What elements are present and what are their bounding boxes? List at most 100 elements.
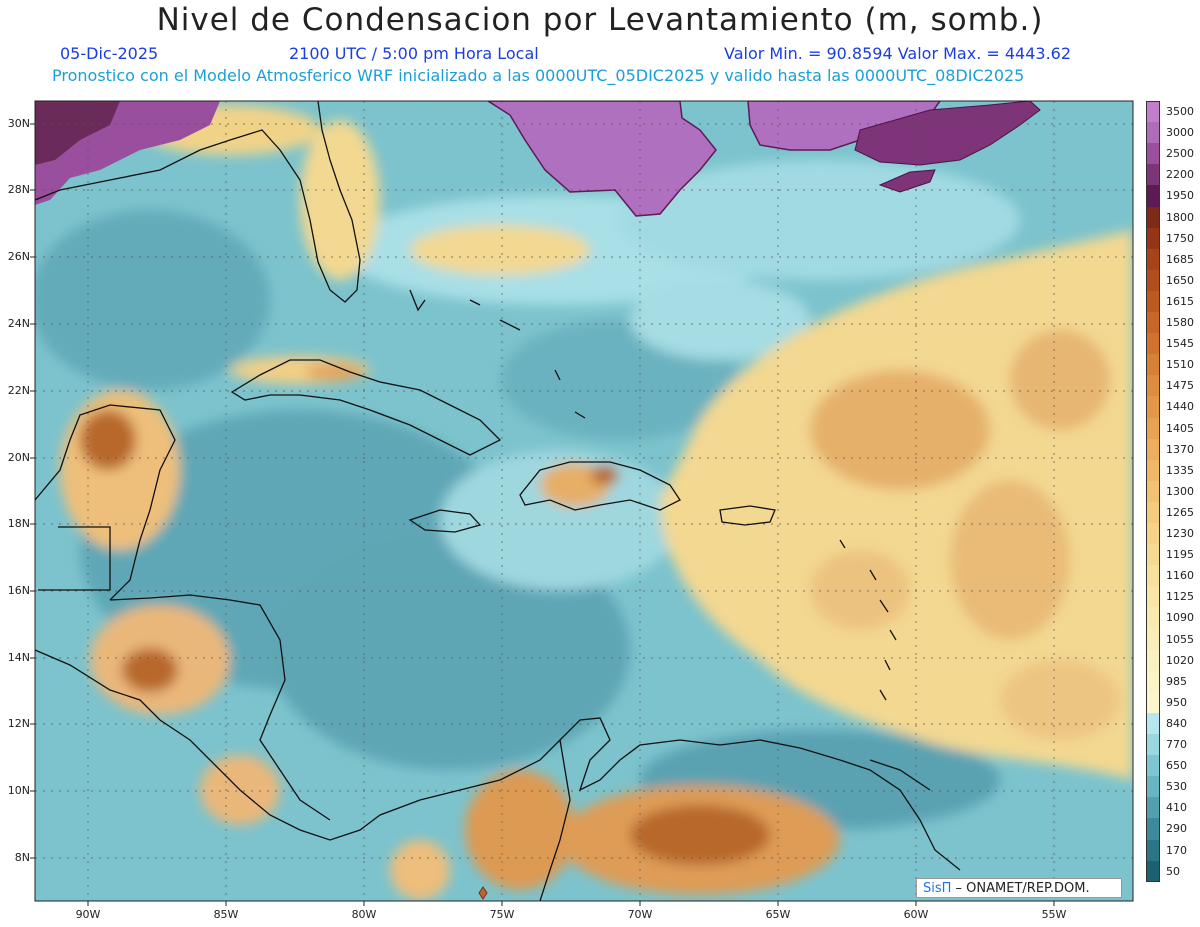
colorbar-label: 2200 <box>1166 168 1194 182</box>
colorbar-swatch <box>1146 185 1160 207</box>
colorbar-swatch <box>1146 628 1160 651</box>
colorbar-label: 1300 <box>1166 484 1194 498</box>
colorbar-swatch <box>1146 312 1160 334</box>
colorbar-label: 1370 <box>1166 442 1194 456</box>
colorbar-swatch <box>1146 396 1160 418</box>
colorbar-label: 1230 <box>1166 527 1194 540</box>
colorbar-label: 1475 <box>1166 379 1194 393</box>
colorbar-label: 770 <box>1166 738 1187 751</box>
colorbar-swatch <box>1146 438 1160 461</box>
colorbar-label: 290 <box>1166 822 1187 836</box>
colorbar-swatch <box>1146 206 1160 229</box>
colorbar-swatch <box>1146 818 1160 840</box>
colorbar-swatch <box>1146 290 1160 313</box>
minmax-label: Valor Min. = 90.8594 Valor Max. = 4443.6… <box>724 44 1072 63</box>
colorbar-label: 1160 <box>1166 569 1194 583</box>
lat-label: 26N <box>7 250 30 263</box>
credit-text: – ONAMET/REP.DOM. <box>951 881 1090 896</box>
colorbar-label: 1615 <box>1166 294 1194 308</box>
lat-label: 28N <box>7 183 30 196</box>
colorbar-swatch <box>1146 122 1160 144</box>
lat-label: 12N <box>7 717 30 730</box>
colorbar-label: 950 <box>1166 695 1187 709</box>
colorbar-label: 1265 <box>1166 505 1194 519</box>
colorbar-label: 170 <box>1166 843 1187 857</box>
colorbar-label: 530 <box>1166 780 1187 794</box>
lon-label: 85W <box>213 908 239 921</box>
colorbar-label: 1055 <box>1166 632 1194 646</box>
credit-box: SisΠ – ONAMET/REP.DOM. <box>916 878 1122 898</box>
colorbar-label: 2500 <box>1166 147 1194 161</box>
colorbar-label: 1405 <box>1166 421 1194 435</box>
lon-label: 75W <box>489 908 515 921</box>
sis-logo-text: SisΠ <box>923 881 952 896</box>
lon-label: 60W <box>903 908 929 921</box>
colorbar-swatch <box>1146 480 1160 503</box>
lon-label: 55W <box>1041 908 1067 921</box>
lat-label: 14N <box>7 651 30 664</box>
colorbar-swatch <box>1146 143 1160 165</box>
colorbar-swatch <box>1146 607 1160 629</box>
colorbar-label: 1545 <box>1166 337 1194 351</box>
colorbar-swatch <box>1146 734 1160 756</box>
colorbar-swatch <box>1146 649 1160 672</box>
colorbar-swatch <box>1146 670 1160 693</box>
colorbar-label: 985 <box>1166 674 1187 688</box>
colorbar-label: 1950 <box>1166 189 1194 203</box>
colorbar-label: 410 <box>1166 801 1187 815</box>
colorbar-label: 1440 <box>1166 400 1194 414</box>
colorbar-label: 1195 <box>1166 548 1194 562</box>
chart-title: Nivel de Condensacion por Levantamiento … <box>156 2 1044 38</box>
lon-label: 70W <box>627 908 653 921</box>
colorbar-swatch <box>1146 860 1160 883</box>
colorbar-label: 1650 <box>1166 273 1194 287</box>
lat-label: 20N <box>7 451 30 464</box>
colorbar-swatch <box>1146 523 1160 545</box>
lon-label: 65W <box>765 908 791 921</box>
colorbar-label: 1580 <box>1166 316 1194 329</box>
colorbar-swatch <box>1146 691 1160 714</box>
lat-label: 24N <box>7 317 30 330</box>
colorbar-label: 1750 <box>1166 231 1194 245</box>
colorbar-swatch <box>1146 101 1160 123</box>
colorbar-swatch <box>1146 227 1160 250</box>
colorbar-swatch <box>1146 712 1160 735</box>
colorbar-label: 1125 <box>1166 590 1194 604</box>
colorbar-swatch <box>1146 354 1160 376</box>
colorbar-label: 50 <box>1166 864 1180 878</box>
colorbar-swatch <box>1146 797 1160 819</box>
time-label: 2100 UTC / 5:00 pm Hora Local <box>289 44 539 63</box>
colorbar-swatch <box>1146 586 1160 608</box>
colorbar-swatch <box>1146 164 1160 186</box>
lat-label: 10N <box>7 784 30 797</box>
colorbar-swatch <box>1146 248 1160 271</box>
colorbar-swatch <box>1146 776 1160 798</box>
lat-label: 8N <box>14 851 30 864</box>
lat-label: 30N <box>7 117 30 130</box>
colorbar-swatch <box>1146 565 1160 587</box>
colorbar-border <box>1146 101 1160 882</box>
lat-label: 16N <box>7 584 30 597</box>
colorbar-swatch <box>1146 375 1160 397</box>
lat-label: 22N <box>7 384 30 397</box>
lon-label: 80W <box>351 908 377 921</box>
colorbar-label: 1335 <box>1166 463 1194 477</box>
colorbar-swatch <box>1146 501 1160 524</box>
colorbar-label: 3500 <box>1166 105 1194 118</box>
colorbar-label: 840 <box>1166 716 1187 730</box>
lon-label: 90W <box>75 908 101 921</box>
colorbar-swatch <box>1146 417 1160 440</box>
colorbar-swatch <box>1146 269 1160 292</box>
colorbar-label: 1800 <box>1166 210 1194 224</box>
colorbar-swatch <box>1146 839 1160 862</box>
lat-label: 18N <box>7 517 30 530</box>
colorbar-label: 3000 <box>1166 126 1194 140</box>
colorbar-swatch <box>1146 459 1160 482</box>
colorbar-swatch <box>1146 333 1160 355</box>
colorbar-label: 1020 <box>1166 653 1194 667</box>
colorbar-label: 1510 <box>1166 358 1194 372</box>
model-info-label: Pronostico con el Modelo Atmosferico WRF… <box>52 66 1025 85</box>
colorbar-swatch <box>1146 544 1160 566</box>
date-label: 05-Dic-2025 <box>60 44 159 63</box>
